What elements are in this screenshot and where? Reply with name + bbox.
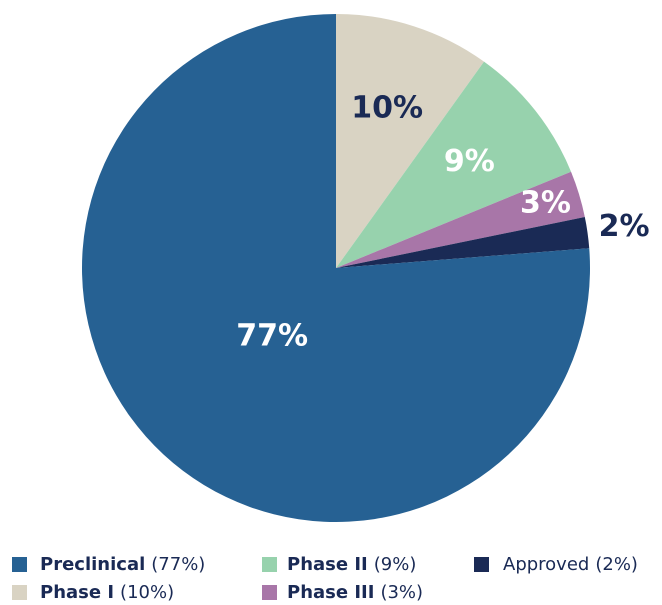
- legend-swatch: [262, 557, 277, 572]
- legend-name: Phase I: [40, 582, 114, 603]
- pie-slice: [81, 14, 590, 522]
- pie-slice: [336, 14, 485, 268]
- legend-swatch: [474, 557, 489, 572]
- data-label: 77%: [236, 319, 308, 354]
- legend-label: Phase I (10%): [40, 582, 174, 603]
- legend-label: Phase III (3%): [287, 582, 423, 603]
- legend-label: Phase II (9%): [287, 554, 416, 575]
- pie-slice: [336, 171, 585, 268]
- legend-name: Phase II: [287, 554, 368, 575]
- legend-swatch: [12, 585, 27, 600]
- legend-label: Approved (2%): [503, 554, 638, 575]
- data-label: 2%: [599, 209, 650, 244]
- legend-swatch: [12, 557, 27, 572]
- legend-name: Phase III: [287, 582, 374, 603]
- data-label: 3%: [520, 186, 571, 221]
- data-label: 9%: [444, 144, 495, 179]
- pie-slice: [336, 216, 590, 268]
- legend-value: (3%): [380, 582, 423, 603]
- legend-label: Preclinical (77%): [40, 554, 205, 575]
- legend-value: (2%): [595, 554, 638, 575]
- legend-name: Approved: [503, 554, 589, 575]
- legend-value: (10%): [120, 582, 174, 603]
- legend-value: (77%): [151, 554, 205, 575]
- data-label: 10%: [351, 91, 423, 126]
- legend-swatch: [262, 585, 277, 600]
- legend-value: (9%): [374, 554, 417, 575]
- pie-slice: [336, 61, 572, 269]
- legend-name: Preclinical: [40, 554, 145, 575]
